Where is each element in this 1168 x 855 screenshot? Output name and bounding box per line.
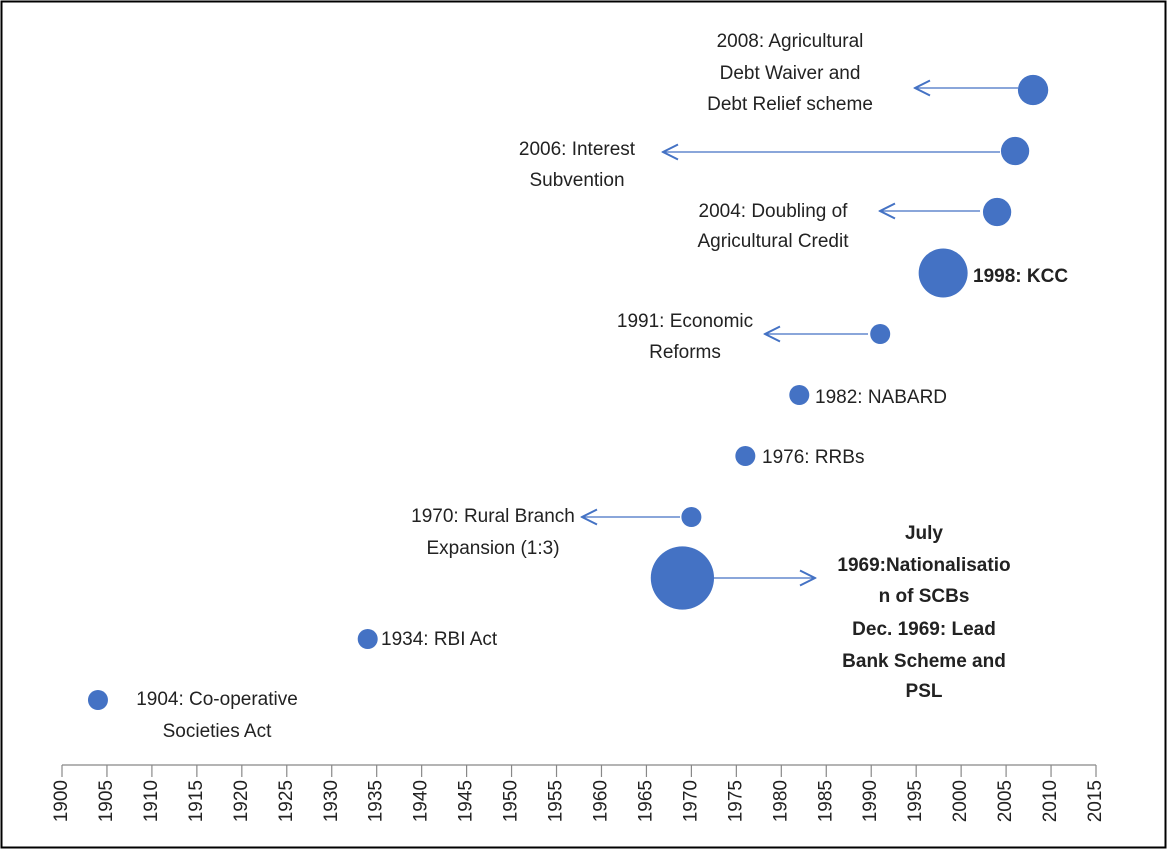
x-tick-label: 1945 [456, 780, 477, 822]
event-label: Expansion (1:3) [426, 538, 559, 559]
x-tick-label: 1905 [96, 780, 117, 822]
x-tick-label: 1920 [231, 780, 252, 822]
x-tick-label: 1900 [51, 780, 72, 822]
event-label: Agricultural Credit [698, 231, 850, 252]
event-label: Subvention [529, 170, 624, 191]
x-tick-label: 1935 [366, 780, 387, 822]
x-tick-label: 1980 [770, 780, 791, 822]
event-label: 2004: Doubling of [699, 201, 849, 222]
bubble [1017, 74, 1049, 106]
x-tick-label: 1910 [141, 780, 162, 822]
x-tick-label: 1925 [276, 780, 297, 822]
event-label: 1934: RBI Act [381, 629, 498, 650]
event-label: 1969:Nationalisatio [837, 555, 1010, 576]
event-label: 1998: KCC [973, 266, 1068, 287]
x-tick-label: 2015 [1085, 780, 1106, 822]
x-tick-label: 1960 [590, 780, 611, 822]
x-tick-label: 1965 [635, 780, 656, 822]
event-label: Debt Waiver and [720, 63, 861, 84]
x-tick-label: 1930 [321, 780, 342, 822]
bubble [357, 629, 378, 649]
x-tick-label: 2000 [950, 780, 971, 822]
x-tick-label: 1995 [905, 780, 926, 822]
bubble [1000, 136, 1030, 166]
x-tick-label: 1975 [725, 780, 746, 822]
bubble [870, 324, 891, 344]
bubble [918, 248, 968, 298]
x-tick-label: 2010 [1040, 780, 1061, 822]
event-label: n of SCBs [879, 586, 970, 607]
event-label: Debt Relief scheme [707, 94, 873, 115]
x-tick-label: 1955 [546, 780, 567, 822]
event-label: 1970: Rural Branch [411, 506, 575, 527]
event-label: Societies Act [163, 721, 272, 742]
event-label: 1991: Economic [617, 311, 753, 332]
event-label: 2008: Agricultural [717, 31, 864, 52]
x-tick-label: 1940 [411, 780, 432, 822]
event-label: Dec. 1969: Lead [852, 619, 996, 640]
bubble [982, 197, 1012, 227]
event-label: 1976: RRBs [762, 447, 864, 468]
event-label: 1982: NABARD [815, 387, 947, 408]
x-tick-label: 1915 [186, 780, 207, 822]
x-tick-label: 2005 [995, 780, 1016, 822]
event-label: Reforms [649, 342, 721, 363]
bubble [789, 385, 810, 405]
x-tick-label: 1985 [815, 780, 836, 822]
x-tick-label: 1950 [501, 780, 522, 822]
event-label: PSL [906, 681, 943, 702]
x-tick-label: 1970 [680, 780, 701, 822]
bubble [650, 546, 715, 610]
bubble [87, 690, 108, 710]
bubble [735, 446, 756, 466]
event-label: 2006: Interest [519, 139, 636, 160]
x-tick-label: 1990 [860, 780, 881, 822]
event-label: July [905, 523, 943, 544]
event-label: Bank Scheme and [842, 651, 1006, 672]
bubble [681, 507, 702, 527]
event-label: 1904: Co-operative [136, 689, 298, 710]
